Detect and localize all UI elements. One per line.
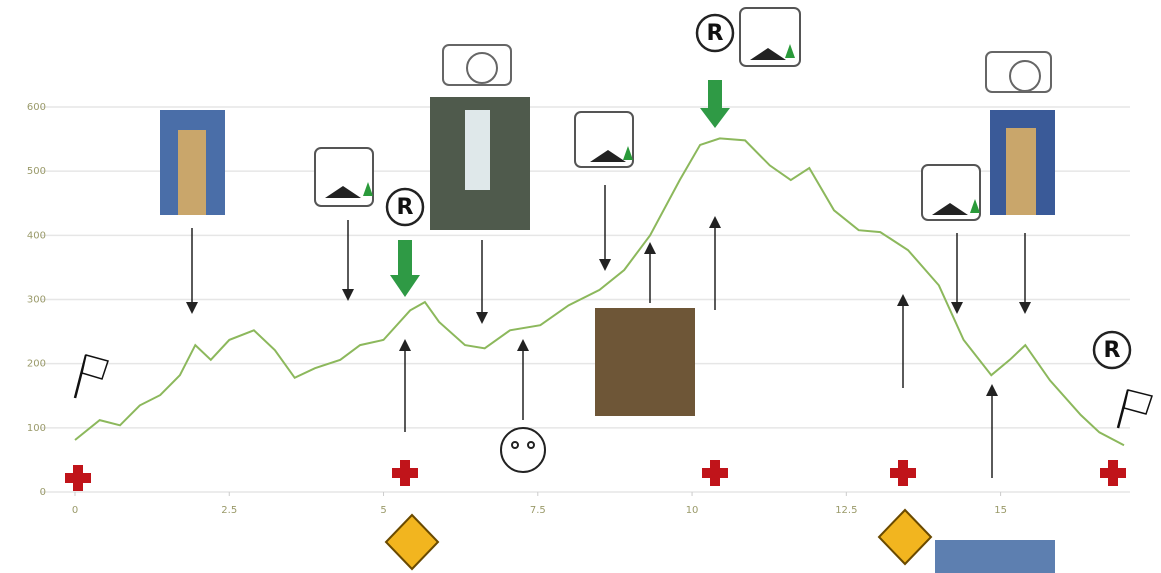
y-tick-label: 300: [27, 295, 46, 306]
x-tick-label: 10: [686, 505, 699, 516]
photo-castle: [935, 540, 1055, 573]
r-label: R: [1104, 338, 1121, 363]
y-tick-label: 0: [40, 487, 46, 498]
photo-tower-detail: [178, 130, 206, 215]
x-tick-label: 2.5: [221, 505, 237, 516]
r-label: R: [397, 195, 414, 220]
r-label: R: [707, 21, 724, 46]
junction-signs: [386, 510, 931, 569]
y-tick-label: 600: [27, 102, 46, 113]
viewpoint-figures: [325, 44, 980, 215]
face: [501, 428, 545, 472]
x-tick-label: 7.5: [530, 505, 546, 516]
x-tick-label: 0: [72, 505, 78, 516]
photo-waterfall-detail: [465, 110, 490, 190]
icons: R R R: [65, 8, 1152, 573]
x-tick-label: 12.5: [835, 505, 857, 516]
photo-tower-2-detail: [1006, 128, 1036, 215]
y-tick-label: 100: [27, 423, 46, 434]
chart: 0 100 200 300 400 500 600 0 2.5 5 7.5 10 12.5 15: [0, 0, 1161, 573]
first-aid: [65, 460, 1126, 491]
y-tick-label: 200: [27, 359, 46, 370]
y-tick-label: 400: [27, 230, 46, 241]
y-tick-label: 500: [27, 166, 46, 177]
photo-ruins: [595, 308, 695, 416]
x-tick-label: 5: [380, 505, 386, 516]
viewpoint-icons: [315, 8, 980, 220]
x-tick-label: 15: [994, 505, 1007, 516]
